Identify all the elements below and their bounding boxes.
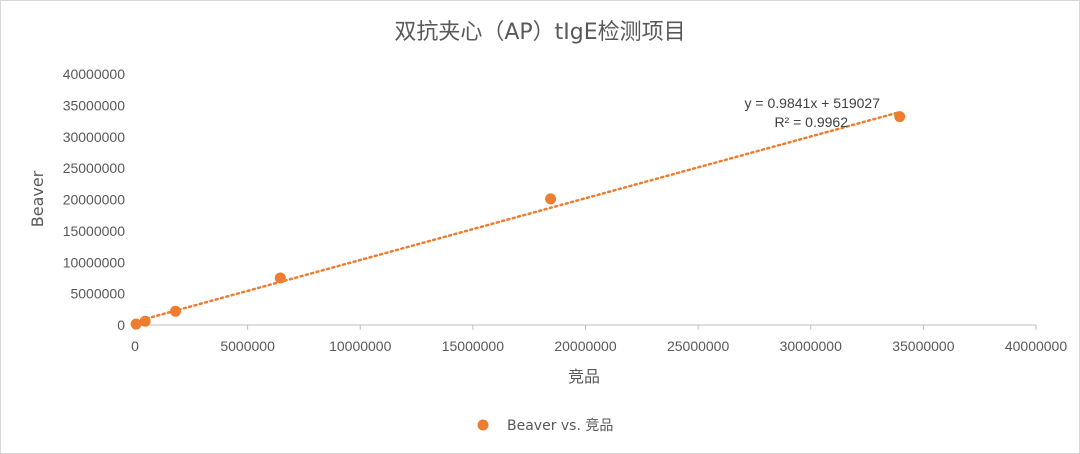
x-axis-title: 竞品 <box>568 367 600 386</box>
data-point <box>894 111 906 123</box>
trendline-r-squared: R² = 0.9962 <box>774 114 848 130</box>
data-point <box>170 305 182 317</box>
x-axis-tick-labels: 0 5000000 10000000 15000000 20000000 25000000… <box>131 338 1067 354</box>
y-tick-label: 40000000 <box>63 66 126 82</box>
y-tick-label: 10000000 <box>63 254 126 270</box>
x-tick-label: 25000000 <box>667 338 730 354</box>
y-tick-label: 20000000 <box>63 192 126 208</box>
x-tick-label: 5000000 <box>220 338 275 354</box>
legend-label: Beaver vs. 竞品 <box>507 417 613 434</box>
legend: Beaver vs. 竞品 <box>477 417 613 434</box>
y-tick-label: 35000000 <box>63 97 126 113</box>
data-point <box>274 272 286 284</box>
trendline <box>134 110 901 323</box>
y-tick-label: 30000000 <box>63 129 126 145</box>
y-tick-label: 0 <box>117 317 125 333</box>
x-tick-label: 0 <box>131 338 139 354</box>
data-point <box>545 193 557 205</box>
y-axis-tick-labels: 0 5000000 10000000 15000000 20000000 25000000… <box>63 66 126 333</box>
x-tick-label: 20000000 <box>554 338 617 354</box>
y-tick-label: 5000000 <box>70 286 125 302</box>
axes <box>134 324 1037 330</box>
chart-title: 双抗夹心（AP）tIgE检测项目 <box>394 20 685 45</box>
data-point <box>139 315 151 327</box>
data-point <box>130 318 142 330</box>
x-tick-label: 30000000 <box>780 338 843 354</box>
trendline-line <box>134 110 901 323</box>
x-tick-label: 40000000 <box>1005 338 1068 354</box>
x-tick-label: 15000000 <box>442 338 505 354</box>
legend-marker <box>477 419 489 431</box>
x-tick-label: 10000000 <box>329 338 392 354</box>
y-tick-label: 15000000 <box>63 223 126 239</box>
trendline-equation: y = 0.9841x + 519027 <box>745 95 881 111</box>
y-axis-title: Beaver <box>28 170 47 227</box>
y-tick-label: 25000000 <box>63 160 126 176</box>
data-points <box>130 111 906 330</box>
x-tick-label: 35000000 <box>892 338 955 354</box>
